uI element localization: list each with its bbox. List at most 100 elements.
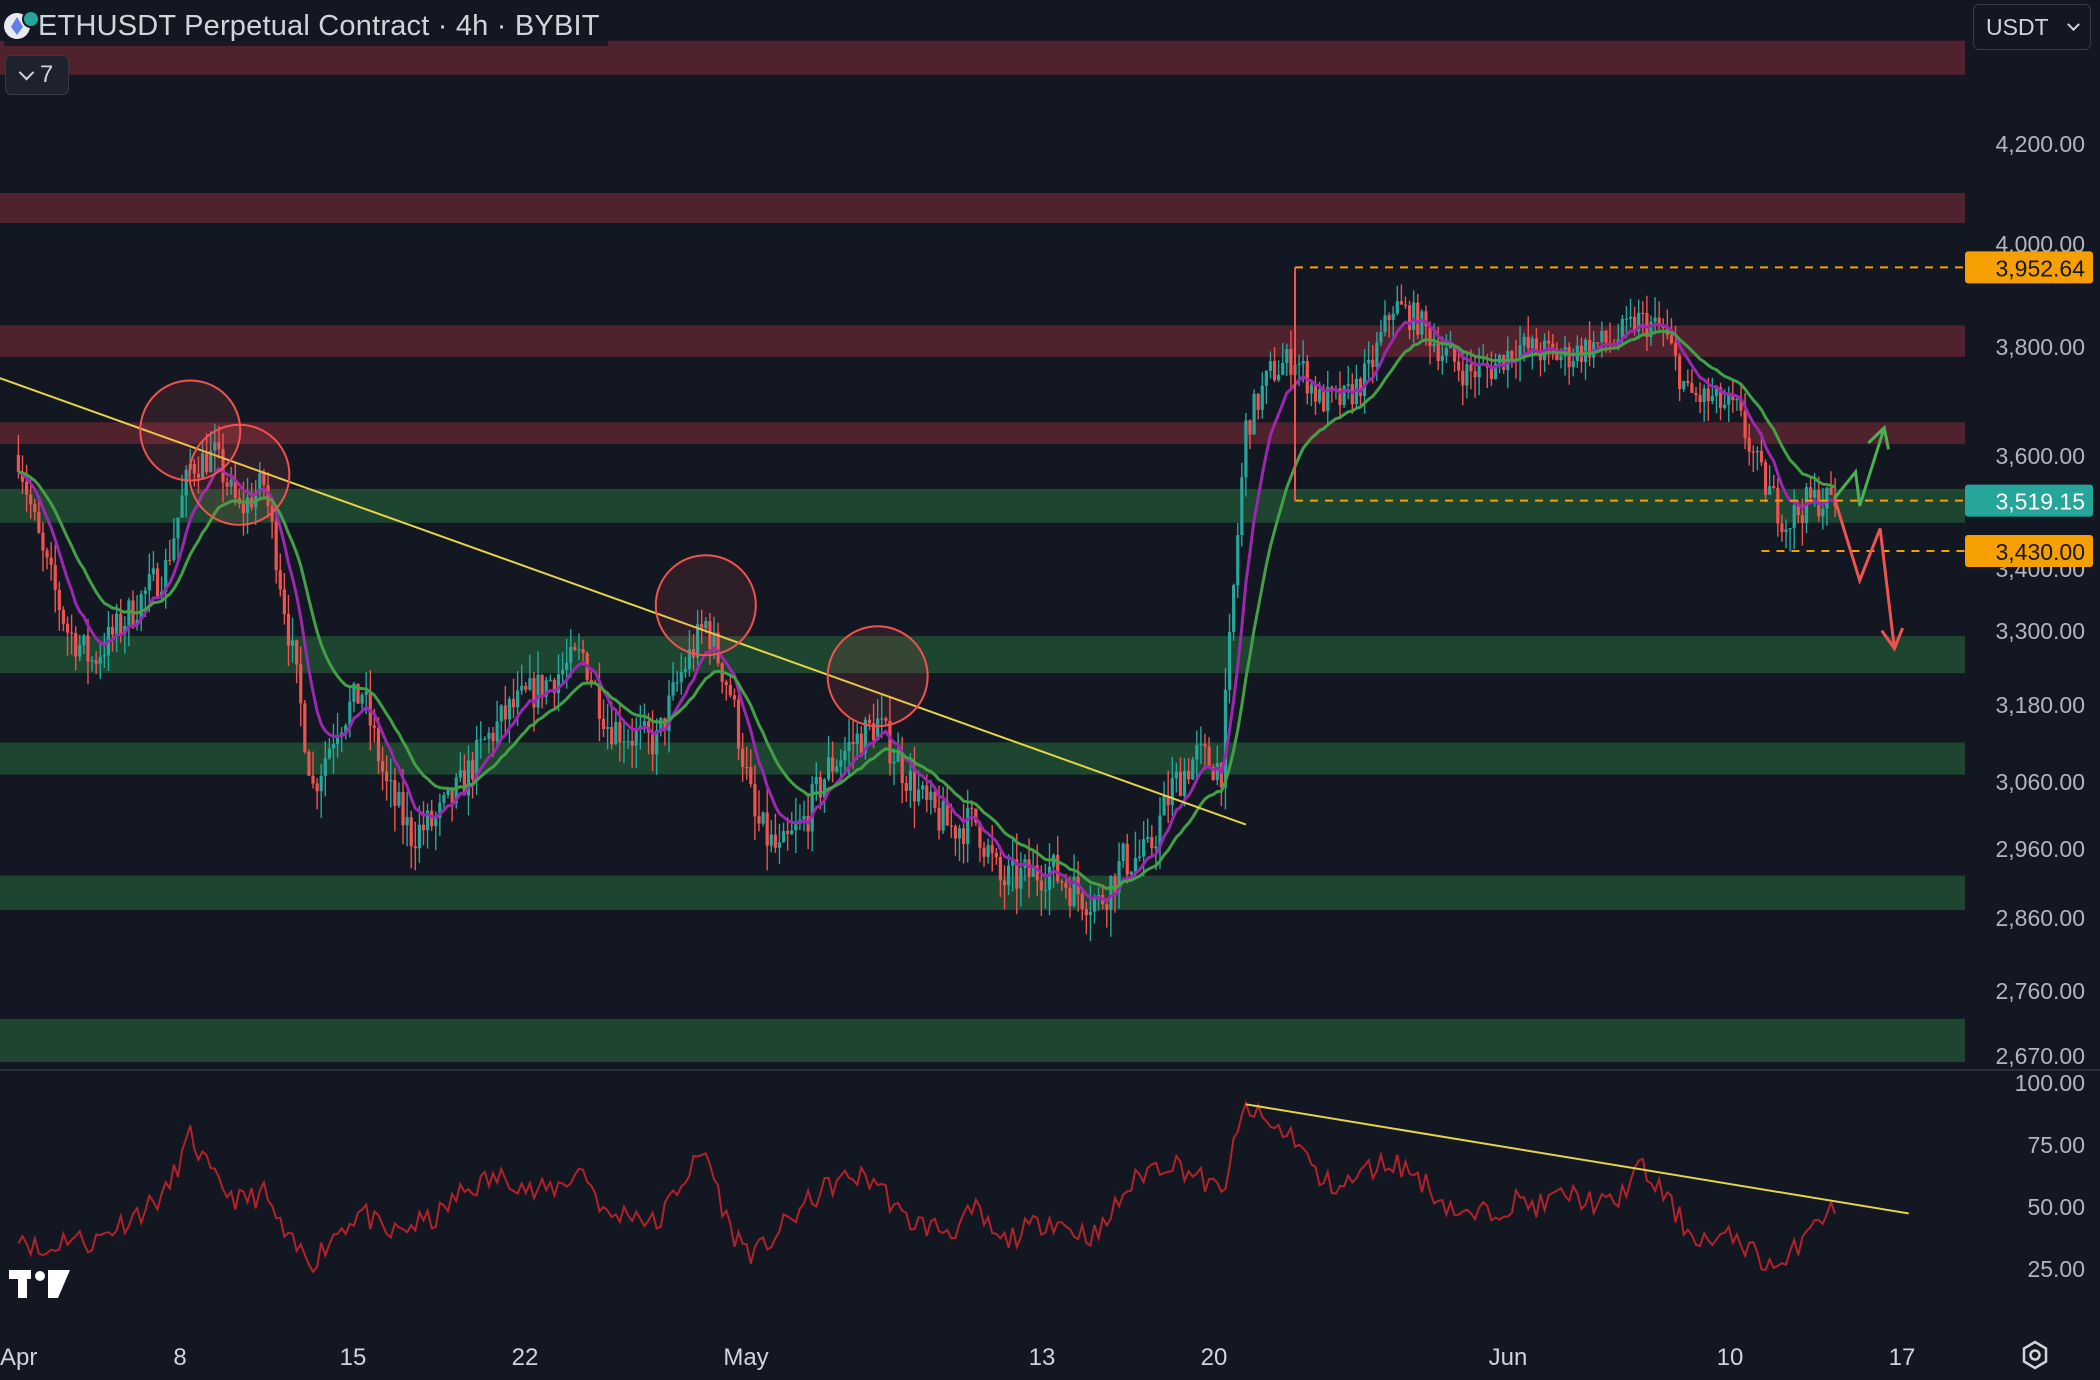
candle-body bbox=[589, 679, 593, 683]
candle-body bbox=[810, 784, 814, 832]
bearish-projection-arrow-head bbox=[1880, 627, 1905, 652]
candle-body bbox=[1727, 394, 1731, 405]
candle-body bbox=[495, 721, 499, 742]
candle-body bbox=[790, 830, 794, 835]
candle-body bbox=[1191, 759, 1195, 780]
candle-body bbox=[565, 662, 569, 670]
candle-body bbox=[438, 802, 442, 818]
candle-body bbox=[1538, 353, 1543, 361]
candle-body bbox=[401, 792, 405, 826]
candle-body bbox=[1420, 311, 1424, 335]
time-tick-label: 15 bbox=[340, 1344, 367, 1371]
candle-body bbox=[278, 570, 282, 590]
symbol-title[interactable]: ETHUSDT Perpetual Contract · 4h · BYBIT bbox=[38, 9, 600, 42]
candle-body bbox=[1751, 451, 1755, 453]
candle-body bbox=[1559, 356, 1563, 361]
candle-body bbox=[769, 834, 773, 846]
price-tick-label: 3,060.00 bbox=[1995, 769, 2085, 795]
candle-body bbox=[1117, 861, 1121, 893]
candle-body bbox=[74, 633, 78, 657]
candle-body bbox=[994, 852, 998, 858]
candle-body bbox=[1424, 311, 1428, 327]
candle-body bbox=[1694, 392, 1698, 395]
candle-body bbox=[548, 680, 552, 682]
indicators-toggle-button[interactable]: 7 bbox=[5, 55, 69, 95]
candle-body bbox=[1428, 326, 1432, 347]
candle-body bbox=[978, 822, 982, 848]
candle-body bbox=[802, 815, 806, 820]
candle-body bbox=[1244, 420, 1248, 478]
candle-body bbox=[1649, 322, 1653, 338]
candle-body bbox=[1714, 387, 1719, 396]
candle-body bbox=[851, 742, 855, 744]
candle-body bbox=[1150, 837, 1154, 849]
candle-body bbox=[520, 685, 524, 691]
candle-body bbox=[41, 532, 45, 551]
candle-body bbox=[1002, 880, 1007, 886]
candle-body bbox=[1113, 876, 1117, 893]
bullish-projection-arrow-head bbox=[1867, 424, 1890, 450]
candle-body bbox=[561, 669, 565, 675]
candle-body bbox=[1162, 795, 1166, 816]
candle-body bbox=[1326, 386, 1330, 412]
candle-body bbox=[49, 557, 53, 565]
support-zone bbox=[0, 636, 1965, 674]
price-label-text: 3,952.64 bbox=[1995, 255, 2085, 281]
candle-body bbox=[511, 698, 516, 708]
candle-body bbox=[921, 785, 925, 790]
candle-body bbox=[1305, 360, 1309, 394]
candle-body bbox=[732, 695, 737, 700]
candle-body bbox=[1600, 330, 1604, 343]
chart-header: ETHUSDT Perpetual Contract · 4h · BYBIT bbox=[4, 6, 608, 46]
candle-body bbox=[712, 632, 716, 650]
candle-body bbox=[1375, 342, 1379, 367]
candle-body bbox=[630, 740, 634, 746]
candle-body bbox=[728, 684, 732, 696]
candle-body bbox=[1146, 837, 1150, 840]
candle-body bbox=[1469, 364, 1473, 372]
rsi-tick-label: 25.00 bbox=[2027, 1256, 2085, 1282]
candle-body bbox=[880, 718, 884, 720]
currency-select[interactable]: USDT bbox=[1973, 4, 2091, 50]
candle-body bbox=[262, 472, 266, 486]
candle-body bbox=[127, 600, 131, 626]
candle-body bbox=[168, 559, 172, 562]
candle-body bbox=[24, 481, 29, 495]
candle-body bbox=[430, 810, 434, 827]
candle-body bbox=[1493, 363, 1498, 379]
candle-body bbox=[524, 685, 528, 690]
candle-body bbox=[786, 830, 790, 835]
candle-body bbox=[176, 517, 180, 539]
candle-body bbox=[1596, 342, 1600, 344]
candle-body bbox=[1330, 386, 1334, 390]
candle-body bbox=[483, 738, 487, 740]
candle-body bbox=[835, 766, 839, 772]
candle-body bbox=[1080, 894, 1084, 910]
candle-body bbox=[303, 703, 307, 752]
candle-body bbox=[1518, 345, 1522, 361]
candle-body bbox=[1227, 632, 1232, 690]
candle-body bbox=[896, 752, 900, 762]
candle-body bbox=[839, 760, 843, 767]
candle-body bbox=[327, 748, 331, 759]
candle-body bbox=[1780, 523, 1784, 533]
candle-body bbox=[1698, 394, 1702, 403]
candle-body bbox=[1277, 374, 1281, 381]
candle-body bbox=[544, 680, 548, 697]
gear-icon[interactable] bbox=[2020, 1340, 2050, 1370]
candle-body bbox=[626, 740, 630, 743]
candle-body bbox=[1444, 348, 1449, 356]
time-axis[interactable]: Apr 8 15 22 May 13 20 Jun 10 17 bbox=[0, 1344, 1915, 1371]
candle-body bbox=[389, 780, 393, 782]
candle-body bbox=[360, 694, 364, 704]
tradingview-icon[interactable] bbox=[8, 1268, 72, 1302]
candle-body bbox=[364, 691, 368, 695]
candle-body bbox=[274, 521, 278, 571]
candle-body bbox=[777, 842, 782, 848]
candle-body bbox=[164, 559, 168, 592]
drawings[interactable] bbox=[0, 266, 1965, 826]
candle-body bbox=[716, 632, 720, 664]
currency-label: USDT bbox=[1986, 13, 2049, 40]
candle-body bbox=[597, 683, 602, 719]
